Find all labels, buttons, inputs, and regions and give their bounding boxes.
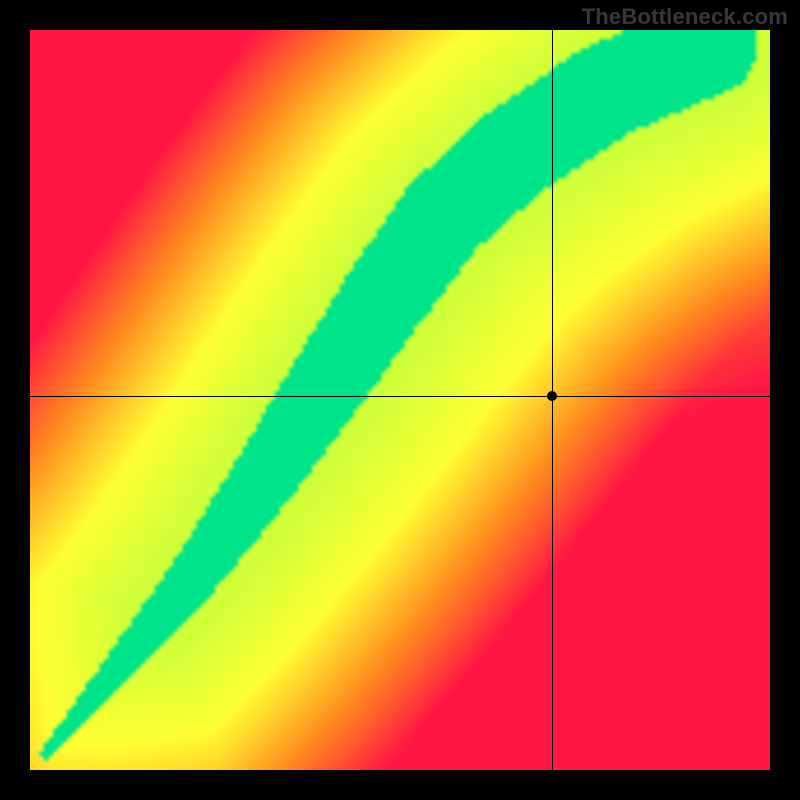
watermark-text: TheBottleneck.com (582, 4, 788, 30)
plot-area (30, 30, 770, 770)
heatmap-canvas (30, 30, 770, 770)
crosshair-horizontal (30, 396, 770, 397)
crosshair-marker[interactable] (547, 391, 557, 401)
chart-container: TheBottleneck.com (0, 0, 800, 800)
